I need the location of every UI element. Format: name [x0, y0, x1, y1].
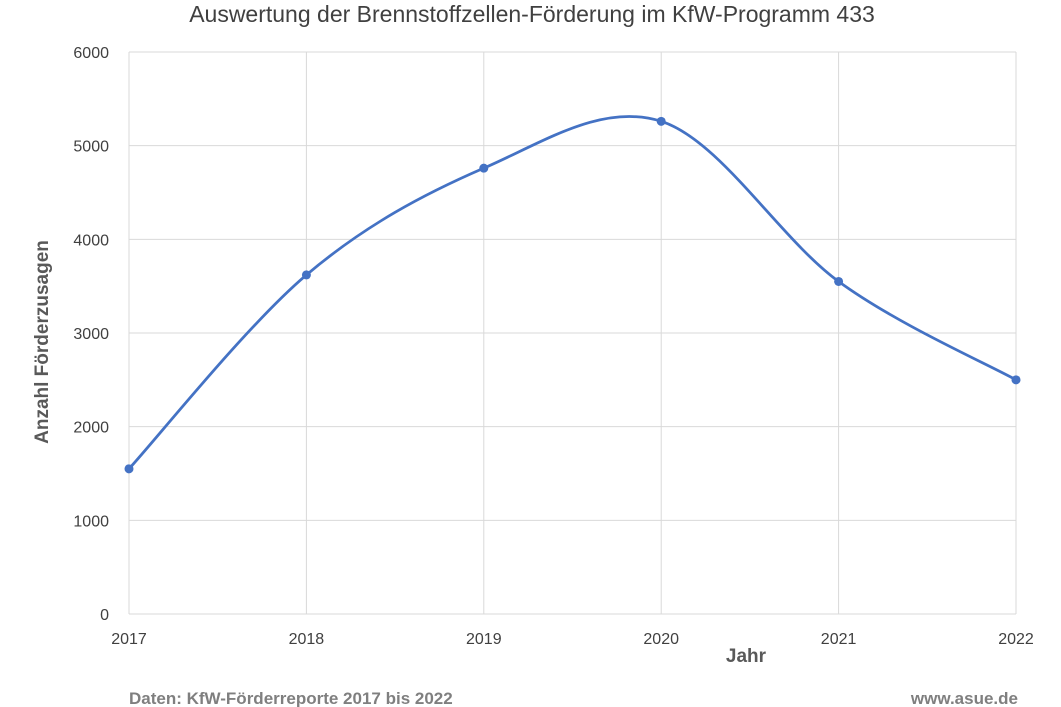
x-tick-label: 2018 — [289, 631, 325, 648]
y-tick-labels: 0 1000 2000 3000 4000 5000 6000 — [73, 45, 109, 624]
x-axis-label: Jahr — [726, 646, 767, 667]
y-tick-label: 1000 — [73, 513, 109, 530]
website-link[interactable]: www.asue.de — [910, 689, 1018, 707]
data-point — [1011, 375, 1021, 385]
y-tick-label: 6000 — [73, 45, 109, 62]
x-tick-labels: 2017 2018 2019 2020 2021 2022 — [111, 631, 1034, 648]
gridlines — [128, 51, 1017, 615]
data-point — [834, 276, 844, 286]
y-tick-label: 4000 — [73, 232, 109, 249]
chart-title: Auswertung der Brennstoffzellen-Förderun… — [189, 1, 875, 27]
series-line — [127, 115, 1017, 470]
data-point — [124, 464, 134, 474]
x-tick-label: 2017 — [111, 631, 147, 648]
y-tick-label: 3000 — [73, 326, 109, 343]
source-note: Daten: KfW-Förderreporte 2017 bis 2022 — [129, 689, 453, 707]
data-point — [301, 270, 311, 280]
series-lines — [127, 115, 1017, 470]
x-tick-label: 2022 — [998, 631, 1034, 648]
x-tick-label: 2020 — [643, 631, 679, 648]
x-tick-label: 2019 — [466, 631, 502, 648]
x-tick-label: 2021 — [821, 631, 857, 648]
y-tick-label: 2000 — [73, 420, 109, 437]
data-point — [479, 163, 489, 173]
y-tick-label: 0 — [100, 607, 109, 624]
data-point — [656, 116, 666, 126]
y-tick-label: 5000 — [73, 139, 109, 156]
data-points — [124, 116, 1021, 474]
y-axis-label: Anzahl Förderzusagen — [32, 240, 53, 444]
